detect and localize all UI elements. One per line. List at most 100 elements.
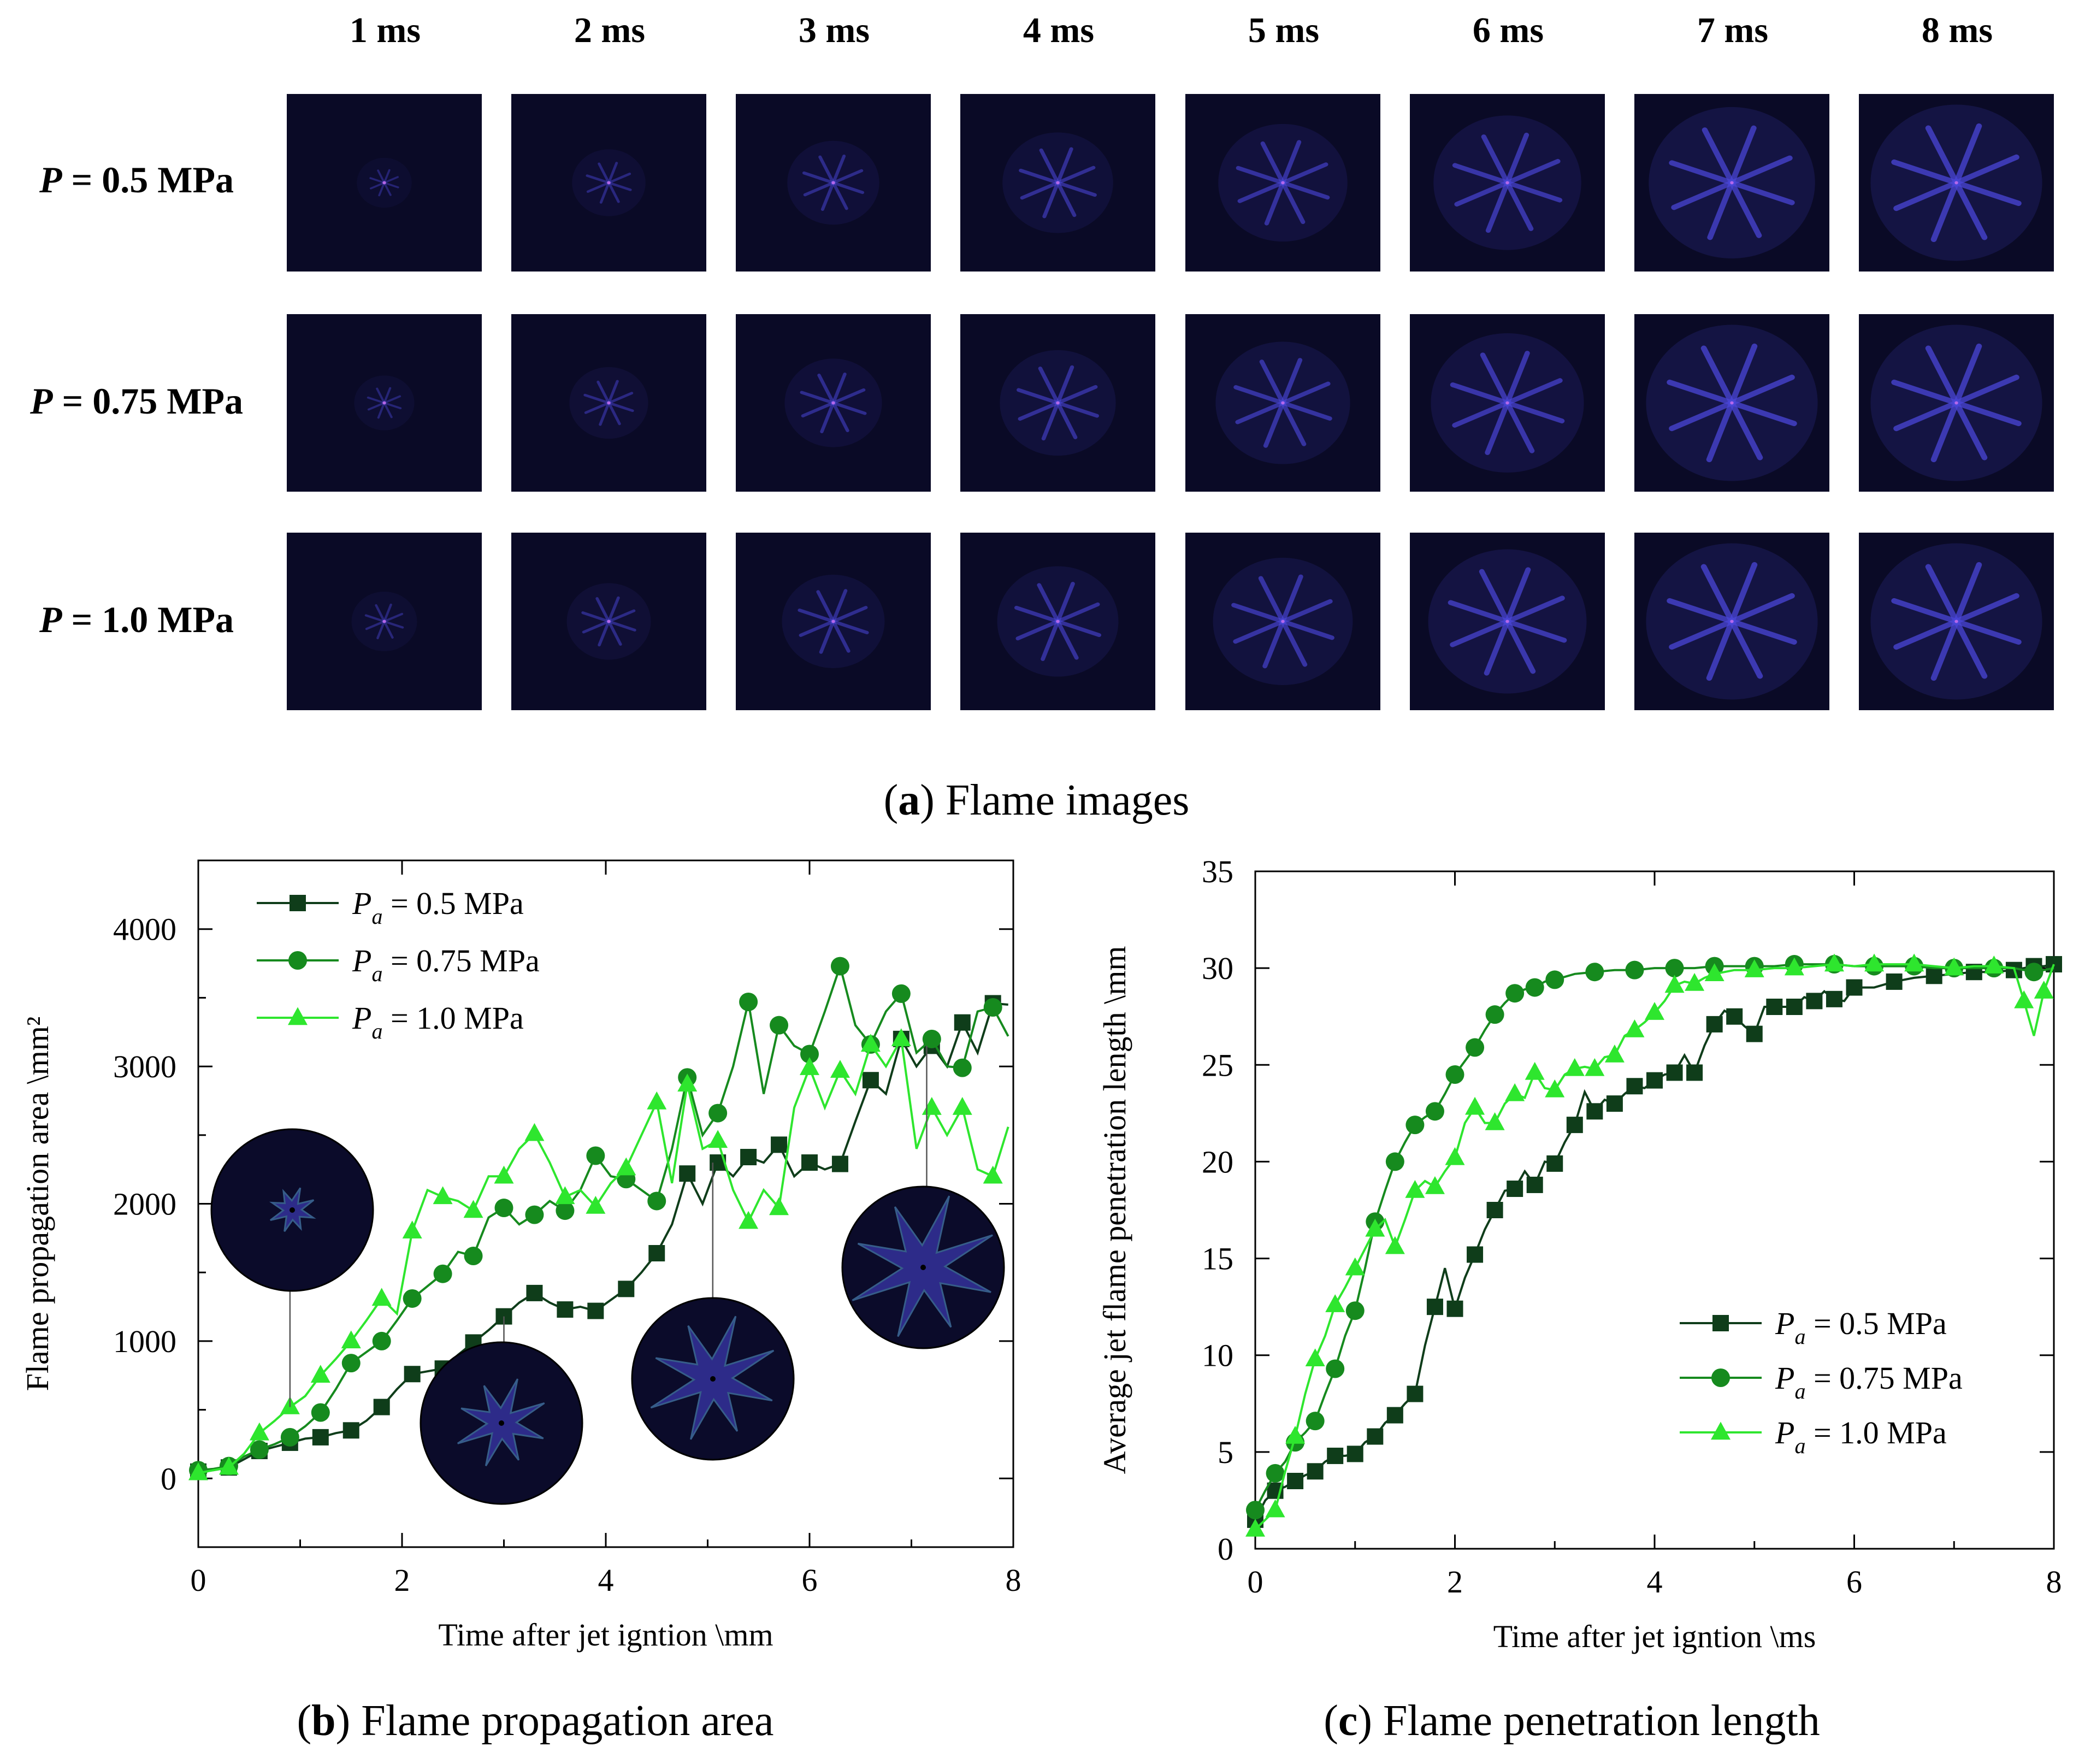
data-point [677,1073,698,1092]
caption-c: (c) Flame penetration length [1324,1697,1820,1745]
flame-image-r2-t5 [1185,314,1380,492]
data-point [1564,1058,1585,1076]
y-tick-label: 10 [1202,1338,1233,1373]
flame-image-r1-t4 [960,94,1155,272]
data-point [831,1155,848,1172]
data-point [1326,1359,1345,1378]
data-point [708,1130,728,1148]
legend-marker [288,1007,308,1025]
data-point [249,1422,269,1441]
data-point [1645,1002,1664,1020]
time-label-2ms: 2 ms [574,10,646,50]
legend: Pa = 0.5 MPa Pa = 0.75 MPa Pa = 1.0 MPa [1680,1306,1963,1458]
data-point [1365,1218,1385,1237]
inset-center [499,1420,504,1426]
data-point [1926,967,1942,984]
data-point [922,1029,941,1048]
legend-label: Pa = 1.0 MPa [352,1000,524,1043]
data-point [891,1028,911,1047]
data-point [739,1211,759,1229]
x-tick-label: 8 [2046,1564,2062,1600]
y-tick-label: 4000 [113,912,176,947]
data-point [1445,1147,1465,1165]
data-point [1245,1519,1265,1537]
data-point [1307,1463,1324,1480]
flame-image-r1-t7 [1634,94,1829,272]
data-point [1485,1112,1505,1130]
inset-center [710,1376,716,1382]
data-point [402,1220,422,1239]
data-point [1806,993,1823,1010]
series-1 [1247,956,2062,1528]
flame-image-r2-t3 [736,314,931,492]
data-point [1465,1096,1485,1115]
data-point [618,1281,635,1297]
data-point [983,998,1002,1017]
inset-flame-image [631,1297,795,1461]
legend-marker [288,951,307,970]
data-point [372,1331,391,1350]
data-point [739,992,758,1011]
time-label-3ms: 3 ms [798,10,870,50]
legend-marker [1711,1421,1731,1440]
flame-image-r2-t8 [1859,314,2054,492]
data-point [1726,1008,1743,1025]
data-point [1704,963,1724,982]
data-point [1746,1025,1763,1042]
legend-entry: Pa = 0.5 MPa [257,886,524,929]
data-point [1886,973,1903,990]
legend-entry: Pa = 1.0 MPa [1680,1415,1947,1458]
flame-image-r1-t3 [736,94,931,272]
data-point [586,1195,606,1214]
data-point [526,1284,543,1301]
legend-entry: Pa = 0.75 MPa [1680,1360,1963,1403]
data-point [556,1201,575,1220]
data-point [1405,1116,1425,1135]
data-point [2014,990,2034,1008]
legend-label: Pa = 0.5 MPa [1775,1306,1947,1349]
time-label-1ms: 1 ms [349,10,421,50]
y-tick-label: 0 [1218,1531,1233,1567]
data-point [1485,1005,1504,1024]
y-tick-label: 35 [1202,854,1233,889]
row-label-0-5mpa: P = 0.5 MPa [39,159,234,200]
data-point [557,1301,574,1318]
data-point [801,1154,818,1171]
data-point [616,1157,636,1176]
data-point [1505,984,1525,1003]
data-point [310,1365,330,1383]
data-point [1545,1079,1565,1098]
legend-entry: Pa = 0.5 MPa [1680,1306,1947,1349]
flame-image-r2-t6 [1410,314,1605,492]
y-axis-label: Flame propagation area \mm² [20,1017,55,1391]
data-point [403,1289,422,1308]
y-tick-label: 15 [1202,1241,1233,1277]
flame-image-r3-t6 [1410,533,1605,710]
data-point [463,1200,483,1218]
data-point [1306,1412,1325,1431]
data-point [1545,970,1564,989]
flame-image-r3-t1 [287,533,482,710]
y-tick-label: 5 [1218,1435,1233,1470]
flame-image-r1-t6 [1410,94,1605,272]
data-point [800,1057,819,1075]
inset-flame-image [841,1185,1005,1349]
data-point [1346,1446,1363,1462]
data-point [1826,990,1842,1007]
data-point [433,1264,452,1283]
x-tick-label: 4 [1647,1564,1663,1600]
data-point [1784,957,1804,976]
data-point [1586,1103,1603,1120]
data-point [2034,981,2054,999]
data-point [587,1302,604,1319]
data-point [1285,1425,1306,1444]
flame-images-panel: 1 ms 2 ms 3 ms 4 ms 5 ms 6 ms 7 ms 8 ms … [0,0,2073,841]
data-point [1585,963,1604,982]
flame-image-r3-t7 [1634,533,1829,710]
inset-flame-image [210,1128,374,1292]
inset-center [920,1265,926,1270]
data-point [2024,963,2044,982]
data-point [218,1456,239,1475]
x-tick-label: 0 [1248,1564,1263,1600]
time-label-4ms: 4 ms [1023,10,1095,50]
